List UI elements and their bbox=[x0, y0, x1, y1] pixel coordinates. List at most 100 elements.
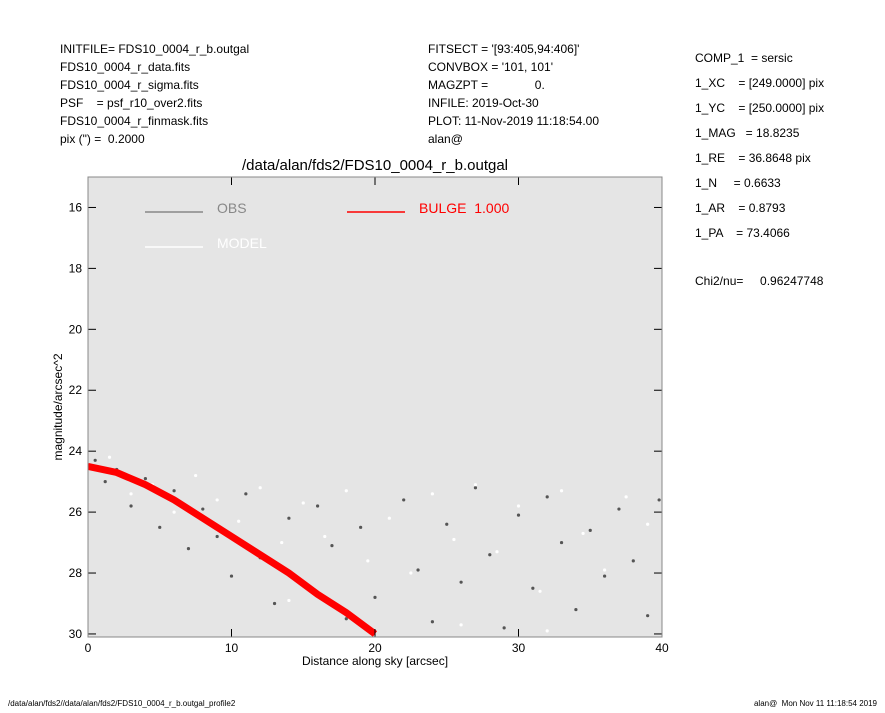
header-left-line: FDS10_0004_r_data.fits bbox=[60, 60, 190, 74]
data-point bbox=[129, 492, 133, 496]
y-tick-label: 20 bbox=[69, 322, 83, 336]
data-point bbox=[603, 568, 607, 572]
data-point bbox=[258, 486, 262, 490]
data-point bbox=[366, 559, 370, 563]
x-axis-label: Distance along sky [arcsec] bbox=[302, 654, 448, 668]
data-point bbox=[287, 516, 291, 520]
y-tick-label: 26 bbox=[69, 505, 83, 519]
data-point bbox=[430, 620, 434, 624]
chart-title: /data/alan/fds2/FDS10_0004_r_b.outgal bbox=[242, 157, 508, 174]
data-point bbox=[459, 580, 463, 584]
data-point bbox=[516, 513, 521, 517]
y-tick-label: 24 bbox=[69, 444, 83, 458]
data-point bbox=[581, 531, 585, 536]
header-right-line: 1_MAG = 18.8235 bbox=[695, 126, 800, 140]
data-point bbox=[574, 607, 578, 612]
data-point bbox=[495, 550, 499, 554]
data-point bbox=[201, 507, 205, 511]
header-left-line: pix (") = 0.2000 bbox=[60, 132, 145, 146]
y-tick-label: 22 bbox=[69, 383, 83, 397]
data-point bbox=[603, 574, 607, 578]
data-point bbox=[646, 614, 650, 618]
data-point bbox=[237, 519, 241, 523]
data-point bbox=[559, 489, 564, 493]
data-point bbox=[244, 492, 248, 496]
data-point bbox=[402, 498, 406, 502]
data-point bbox=[631, 559, 635, 563]
data-point bbox=[516, 504, 521, 508]
x-tick-label: 30 bbox=[512, 641, 526, 655]
y-tick-label: 28 bbox=[69, 566, 83, 580]
header-right-line: 1_N = 0.6633 bbox=[695, 176, 781, 190]
plot-background bbox=[88, 177, 662, 637]
data-point bbox=[617, 507, 621, 511]
x-tick-label: 10 bbox=[225, 641, 239, 655]
chi2: Chi2/nu= 0.96247748 bbox=[695, 274, 824, 288]
data-point bbox=[373, 595, 377, 599]
header-right-line: COMP_1 = sersic bbox=[695, 51, 793, 65]
data-point bbox=[545, 629, 549, 633]
plot-frame bbox=[87, 176, 663, 638]
data-point bbox=[143, 476, 147, 481]
y-tick-label: 18 bbox=[69, 261, 83, 275]
data-point bbox=[459, 623, 463, 627]
data-point bbox=[229, 574, 234, 578]
data-point bbox=[280, 540, 284, 545]
data-point bbox=[502, 626, 506, 630]
data-point bbox=[416, 568, 420, 572]
header-middle-line: CONVBOX = '101, 101' bbox=[428, 60, 553, 74]
data-point bbox=[473, 486, 478, 490]
data-point bbox=[215, 498, 219, 502]
header-right-line: 1_XC = [249.0000] pix bbox=[695, 76, 824, 90]
data-point bbox=[215, 534, 219, 539]
data-point bbox=[488, 553, 492, 557]
data-point bbox=[588, 528, 592, 532]
data-point bbox=[452, 537, 456, 542]
plot-area bbox=[88, 455, 661, 637]
header-left-line: FDS10_0004_r_sigma.fits bbox=[60, 78, 199, 92]
header-middle-line: MAGZPT = 0. bbox=[428, 78, 545, 92]
data-point bbox=[330, 544, 334, 548]
data-point bbox=[646, 522, 650, 526]
header-right-line: 1_RE = 36.8648 pix bbox=[695, 151, 811, 165]
header-left-line: INITFILE= FDS10_0004_r_b.outgal bbox=[60, 42, 249, 56]
data-point bbox=[129, 504, 133, 508]
data-point bbox=[430, 492, 434, 496]
footer-right: alan@ Mon Nov 11 11:18:54 2019 bbox=[754, 699, 878, 708]
data-point bbox=[287, 598, 291, 603]
legend-label: MODEL bbox=[217, 235, 267, 251]
x-tick-label: 40 bbox=[655, 641, 669, 655]
data-point bbox=[172, 510, 176, 514]
header-middle-line: FITSECT = '[93:405,94:406]' bbox=[428, 42, 579, 56]
header-middle-line: INFILE: 2019-Oct-30 bbox=[428, 96, 539, 110]
header-middle-line: PLOT: 11-Nov-2019 11:18:54.00 bbox=[428, 114, 599, 128]
data-point bbox=[158, 525, 162, 529]
data-point bbox=[445, 522, 449, 526]
data-point bbox=[409, 571, 413, 575]
data-point bbox=[323, 534, 327, 539]
header-left-line: PSF = psf_r10_over2.fits bbox=[60, 96, 202, 110]
x-tick-label: 20 bbox=[368, 641, 382, 655]
data-point bbox=[344, 617, 348, 621]
header-right-line: 1_YC = [250.0000] pix bbox=[695, 101, 824, 115]
y-tick-label: 30 bbox=[69, 627, 83, 641]
header-right-line: 1_AR = 0.8793 bbox=[695, 201, 786, 215]
legend-label: OBS bbox=[217, 200, 247, 216]
data-point bbox=[387, 516, 391, 520]
data-point bbox=[194, 473, 198, 478]
header-left-line: FDS10_0004_r_finmask.fits bbox=[60, 114, 208, 128]
data-point bbox=[538, 589, 542, 593]
header-right-line: 1_PA = 73.4066 bbox=[695, 226, 790, 240]
data-point bbox=[545, 495, 549, 499]
data-point bbox=[559, 540, 564, 545]
data-point bbox=[107, 455, 112, 459]
y-tick-label: 16 bbox=[69, 200, 83, 214]
data-point bbox=[344, 489, 348, 493]
data-point bbox=[473, 483, 478, 487]
data-point bbox=[186, 547, 191, 551]
data-point bbox=[172, 489, 176, 493]
data-point bbox=[359, 525, 363, 529]
model-curve bbox=[88, 462, 378, 637]
data-point bbox=[103, 480, 107, 484]
